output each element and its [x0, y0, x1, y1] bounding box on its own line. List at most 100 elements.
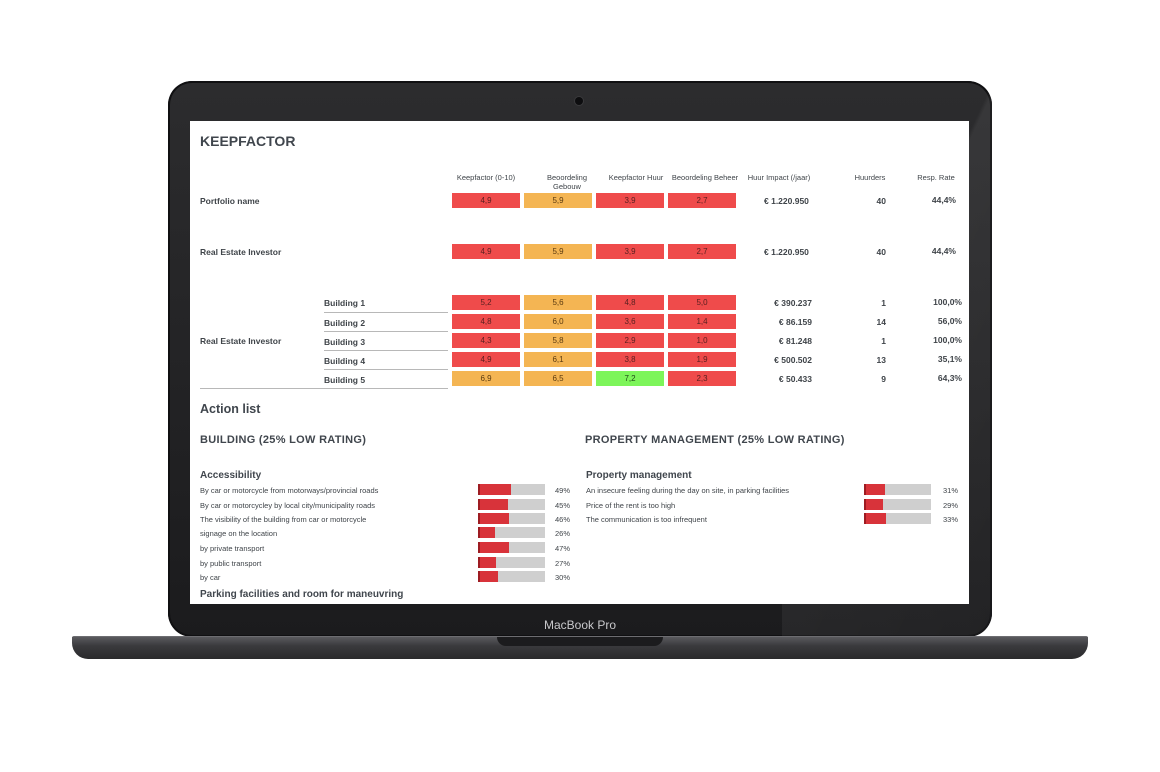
- score-cell: 5,0: [668, 295, 736, 310]
- action-item-pct: 31%: [942, 486, 958, 495]
- rating-bar-fill: [478, 484, 511, 495]
- building-section-heading: BUILDING (25% LOW RATING): [200, 434, 367, 446]
- rating-bar: [478, 513, 545, 524]
- score-cell: 6,0: [524, 314, 592, 329]
- laptop-base: [72, 637, 1088, 659]
- score-cell: 6,9: [452, 371, 520, 386]
- row-divider: [324, 350, 448, 351]
- action-item-label: By car or motorcycley by local city/muni…: [200, 501, 376, 510]
- score-cell: 3,9: [596, 193, 664, 208]
- col-header-beoordeling-gebouw: Beoordeling Gebouw: [546, 173, 588, 191]
- score-cell: 4,3: [452, 333, 520, 348]
- action-item-label: signage on the location: [200, 529, 278, 538]
- score-cell: 2,3: [668, 371, 736, 386]
- rating-bar: [864, 513, 931, 524]
- impact-value: € 50.433: [778, 374, 812, 384]
- building-label[interactable]: Building 5: [324, 375, 366, 385]
- rating-bar: [478, 571, 545, 582]
- tenants-value: 14: [876, 317, 886, 327]
- row-divider: [324, 369, 448, 370]
- rating-bar: [864, 499, 931, 510]
- score-cell: 2,9: [596, 333, 664, 348]
- score-cell: 6,5: [524, 371, 592, 386]
- score-cell: 4,8: [596, 295, 664, 310]
- rate-value: 100,0%: [933, 297, 962, 307]
- camera-icon: [575, 97, 583, 105]
- rate-value: 44,4%: [931, 195, 956, 205]
- screen: KEEPFACTOR Keepfactor (0-10) Beoordeling…: [190, 121, 969, 604]
- rating-bar-fill: [864, 513, 887, 524]
- row-divider: [324, 312, 448, 313]
- col-header-beoordeling-beheer: Beoordeling Beheer: [671, 173, 739, 182]
- impact-value: € 500.502: [774, 355, 812, 365]
- score-cell: 2,7: [668, 244, 736, 259]
- rate-value: 44,4%: [931, 246, 956, 256]
- tenants-value: 9: [881, 374, 886, 384]
- row-label-portfolio: Portfolio name: [200, 196, 260, 206]
- action-item-label: by car: [200, 573, 221, 582]
- rating-bar-fill: [478, 527, 496, 538]
- rating-bar: [864, 484, 931, 495]
- action-item-pct: 47%: [554, 544, 570, 553]
- rating-bar: [478, 527, 545, 538]
- action-item-label: The communication is too infrequent: [586, 515, 707, 524]
- rating-bar-fill: [864, 499, 884, 510]
- action-item-pct: 27%: [554, 559, 570, 568]
- property-section-heading: PROPERTY MANAGEMENT (25% LOW RATING): [585, 434, 845, 446]
- col-header-resp-rate: Resp. Rate: [917, 173, 955, 182]
- impact-value: € 86.159: [778, 317, 812, 327]
- rating-bar-fill: [478, 571, 499, 582]
- row-label-investor: Real Estate Investor: [200, 247, 282, 257]
- score-cell: 6,1: [524, 352, 592, 367]
- rating-bar-fill: [864, 484, 885, 495]
- rating-bar-fill: [478, 542, 510, 553]
- page-title: KEEPFACTOR: [200, 133, 296, 149]
- score-cell: 1,0: [668, 333, 736, 348]
- rate-value: 56,0%: [937, 316, 962, 326]
- score-cell: 3,9: [596, 244, 664, 259]
- tenants-value: 40: [876, 247, 886, 257]
- laptop-notch: [497, 637, 663, 646]
- table-bottom-divider: [200, 388, 448, 389]
- col-header-keepfactor: Keepfactor (0-10): [456, 173, 516, 182]
- group-label-investor: Real Estate Investor: [200, 336, 282, 346]
- score-cell: 7,2: [596, 371, 664, 386]
- action-item-pct: 45%: [554, 501, 570, 510]
- building-label[interactable]: Building 4: [324, 356, 366, 366]
- score-cell: 2,7: [668, 193, 736, 208]
- rating-bar: [478, 542, 545, 553]
- laptop-model-label: MacBook Pro: [543, 618, 617, 632]
- impact-value: € 390.237: [774, 298, 812, 308]
- action-item-pct: 33%: [942, 515, 958, 524]
- rate-value: 100,0%: [933, 335, 962, 345]
- impact-value: € 1.220.950: [764, 196, 809, 206]
- action-item-pct: 30%: [554, 573, 570, 582]
- rate-value: 64,3%: [937, 373, 962, 383]
- score-cell: 4,9: [452, 244, 520, 259]
- action-item-label: by private transport: [200, 544, 265, 553]
- action-list-title: Action list: [200, 402, 261, 416]
- rating-bar-fill: [478, 557, 497, 568]
- tenants-value: 40: [876, 196, 886, 206]
- group-title-accessibility: Accessibility: [200, 470, 262, 481]
- building-label[interactable]: Building 3: [324, 337, 366, 347]
- action-item-label: by public transport: [200, 559, 262, 568]
- building-label[interactable]: Building 2: [324, 318, 366, 328]
- score-cell: 5,8: [524, 333, 592, 348]
- action-item-label: An insecure feeling during the day on si…: [586, 486, 790, 495]
- score-cell: 4,8: [452, 314, 520, 329]
- score-cell: 4,9: [452, 193, 520, 208]
- tenants-value: 1: [881, 298, 886, 308]
- impact-value: € 81.248: [778, 336, 812, 346]
- building-label[interactable]: Building 1: [324, 298, 366, 308]
- tenants-value: 13: [876, 355, 886, 365]
- rating-bar: [478, 557, 545, 568]
- score-cell: 3,8: [596, 352, 664, 367]
- score-cell: 4,9: [452, 352, 520, 367]
- action-item-label: By car or motorcycle from motorways/prov…: [200, 486, 379, 495]
- action-item-pct: 26%: [554, 529, 570, 538]
- col-header-huur-impact: Huur Impact (/jaar): [747, 173, 811, 182]
- rating-bar: [478, 499, 545, 510]
- row-divider: [324, 331, 448, 332]
- col-header-keepfactor-huur: Keepfactor Huur: [608, 173, 664, 182]
